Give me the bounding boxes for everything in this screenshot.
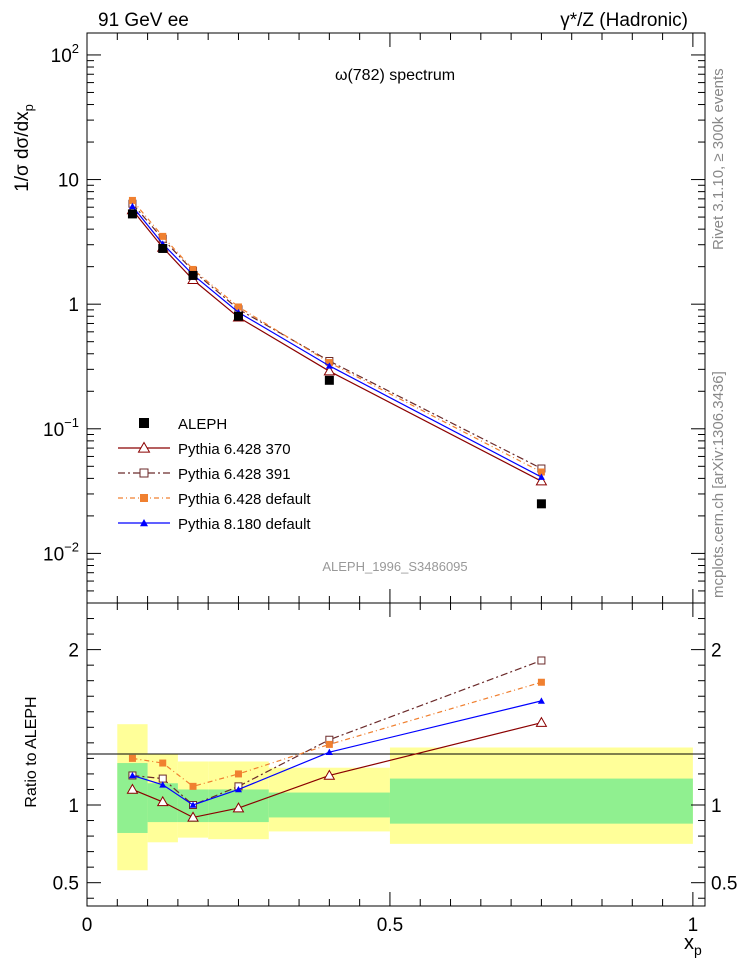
legend-label-aleph: ALEPH [178, 416, 227, 433]
main-series-line-p8 [131, 205, 542, 478]
ratio-y-axis-label: Ratio to ALEPH [23, 696, 40, 807]
ratio-point-p370-1 [156, 795, 169, 807]
ratio-point-pdefault-2 [189, 782, 197, 790]
ratio-point-p8-4 [325, 748, 333, 755]
ratio-series-line-p370 [132, 722, 542, 819]
x-tick-label-1: 0.5 [377, 915, 403, 936]
ratio-point-p370-2 [187, 811, 199, 822]
ratio-y-tick-label-right-2: 2 [711, 641, 722, 662]
main-point-aleph-4 [324, 375, 334, 385]
main-point-pdefault-3 [234, 303, 242, 311]
header-right: γ*/Z (Hadronic) [560, 10, 688, 31]
ratio-y-tick-label-right-0: 0.5 [711, 874, 737, 895]
legend-marker-pdefault [140, 494, 148, 502]
main-y-tick-label-2: 1 [68, 295, 79, 316]
x-tick-label-2: 1 [688, 915, 699, 936]
legend-label-p370: Pythia 6.428 370 [178, 441, 291, 458]
main-point-p370-5 [535, 475, 548, 486]
ratio-y-tick-label-1: 1 [68, 796, 79, 817]
ratio-point-pdefault-3 [234, 770, 242, 778]
ratio-y-tick-label-0: 0.5 [53, 874, 79, 895]
main-y-axis-label: 1/σ dσ/dxp [12, 104, 36, 192]
ratio-point-p8-2 [189, 801, 197, 808]
main-point-p8-4 [325, 362, 333, 369]
analysis-watermark: ALEPH_1996_S3486095 [322, 559, 467, 574]
legend-marker-p8 [140, 519, 148, 527]
main-point-p8-0 [128, 202, 136, 210]
ratio-point-p391-5 [537, 656, 546, 665]
x-tick-label-0: 0 [82, 915, 93, 936]
main-y-tick-label-1: 10−1 [43, 415, 79, 441]
main-point-aleph-2 [188, 270, 198, 280]
main-point-pdefault-2 [189, 265, 197, 273]
legend-marker-p370 [137, 441, 151, 453]
ratio-plot-frame [86, 602, 706, 907]
main-point-p370-4 [323, 365, 336, 376]
ratio-series-line-p391 [132, 659, 542, 806]
main-point-pdefault-0 [128, 196, 136, 204]
main-point-aleph-1 [158, 243, 168, 253]
main-series-line-pdefault [131, 200, 542, 473]
main-plot-panel: 10−2 10−1 1 10 102 ω(782) spectrum ALEPH_199… [12, 32, 706, 604]
ratio-point-p370-3 [232, 802, 245, 813]
ratio-y-tick-label-right-1: 1 [711, 796, 722, 817]
header-left: 91 GeV ee [98, 10, 189, 31]
main-y-tick-label-3: 10 [58, 171, 79, 192]
x-axis-label: xp [684, 932, 702, 958]
main-y-tick-label-4: 102 [51, 41, 79, 67]
ratio-point-pdefault-0 [128, 754, 136, 762]
ratio-point-p8-5 [537, 697, 545, 704]
main-series-line-p370 [131, 209, 542, 482]
ratio-y-tick-label-2: 2 [68, 641, 79, 662]
main-point-aleph-0 [127, 209, 137, 219]
ratio-point-p370-4 [323, 769, 336, 780]
legend: ALEPH Pythia 6.428 370 Pythia 6.428 391 Pyt… [118, 416, 311, 533]
ratio-plot-panel: 0.5 0.51 12 20 0.5 1 Ratio to ALEPH xp [23, 602, 737, 958]
ratio-band-inner-4 [268, 792, 390, 818]
ratio-band-inner-5 [389, 778, 693, 824]
ratio-point-p8-0 [128, 771, 136, 779]
legend-marker-p391 [139, 468, 149, 478]
legend-label-p391: Pythia 6.428 391 [178, 466, 291, 483]
ratio-point-p370-5 [535, 716, 548, 727]
rivet-version-text: Rivet 3.1.10, ≥ 300k events [710, 68, 727, 250]
legend-label-p8: Pythia 8.180 default [178, 516, 311, 533]
main-point-aleph-3 [233, 311, 243, 321]
main-point-pdefault-5 [537, 468, 545, 476]
main-series-line-p391 [131, 203, 542, 470]
legend-marker-aleph [139, 418, 149, 428]
ratio-point-pdefault-1 [159, 759, 167, 767]
ratio-point-p370-0 [126, 783, 139, 794]
ratio-point-p8-1 [159, 781, 167, 788]
main-point-p8-5 [537, 473, 545, 480]
main-point-pdefault-1 [159, 232, 167, 240]
ratio-series-line-pdefault [132, 681, 542, 788]
ratio-series-line-p8 [132, 700, 542, 806]
ratio-point-p8-3 [234, 785, 242, 793]
main-y-tick-label-0: 10−2 [43, 539, 79, 565]
ratio-point-pdefault-5 [537, 678, 545, 686]
ratio-point-pdefault-4 [325, 740, 333, 748]
legend-label-pdefault: Pythia 6.428 default [178, 491, 311, 508]
ratio-point-p391-1 [158, 774, 167, 783]
plot-title: ω(782) spectrum [335, 67, 455, 84]
main-point-aleph-5 [536, 499, 546, 509]
mcplots-source-text: mcplots.cern.ch [arXiv:1306.3436] [710, 371, 727, 598]
